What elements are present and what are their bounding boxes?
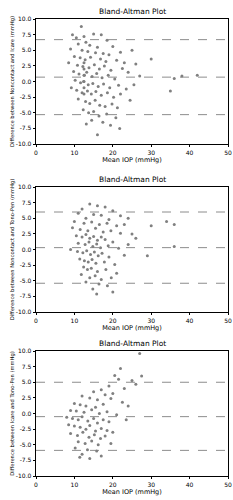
svg-text:40: 40 (186, 317, 194, 324)
svg-text:Bland-Altman Plot: Bland-Altman Plot (99, 175, 166, 184)
svg-text:-5.0: -5.0 (20, 441, 32, 448)
svg-text:20: 20 (109, 149, 117, 156)
svg-text:7.5: 7.5 (22, 363, 32, 370)
svg-text:-5.0: -5.0 (20, 109, 32, 116)
svg-text:-10.0: -10.0 (16, 308, 32, 315)
svg-text:0.0: 0.0 (22, 246, 32, 253)
svg-text:-10.0: -10.0 (16, 140, 32, 147)
svg-text:10: 10 (71, 317, 79, 324)
svg-text:50: 50 (224, 317, 232, 324)
svg-text:50: 50 (224, 149, 232, 156)
svg-text:2.5: 2.5 (22, 62, 32, 69)
svg-text:30: 30 (147, 149, 155, 156)
svg-text:40: 40 (186, 149, 194, 156)
svg-text:0: 0 (34, 481, 38, 488)
svg-text:7.5: 7.5 (22, 199, 32, 206)
svg-text:Mean IOP (mmHg): Mean IOP (mmHg) (102, 324, 162, 332)
svg-text:Difference between Icare and T: Difference between Icare and Tono-Pen (m… (9, 351, 16, 476)
svg-text:40: 40 (186, 481, 194, 488)
svg-text:10: 10 (71, 149, 79, 156)
svg-text:-10.0: -10.0 (16, 472, 32, 479)
svg-text:50: 50 (224, 481, 232, 488)
svg-text:2.5: 2.5 (22, 394, 32, 401)
svg-text:30: 30 (147, 317, 155, 324)
svg-text:5.0: 5.0 (22, 214, 32, 221)
svg-text:Difference between Noncontact: Difference between Noncontact and Tono-P… (9, 179, 16, 321)
svg-text:-7.5: -7.5 (20, 456, 32, 463)
svg-text:0.0: 0.0 (22, 78, 32, 85)
svg-text:20: 20 (109, 481, 117, 488)
svg-text:0.0: 0.0 (22, 410, 32, 417)
svg-text:0: 0 (34, 149, 38, 156)
svg-text:5.0: 5.0 (22, 46, 32, 53)
svg-text:Difference between Noncontact: Difference between Noncontact and Icare … (9, 16, 16, 147)
svg-text:-2.5: -2.5 (20, 425, 32, 432)
svg-text:10.0: 10.0 (18, 183, 32, 190)
svg-text:-7.5: -7.5 (20, 124, 32, 131)
svg-text:-2.5: -2.5 (20, 93, 32, 100)
svg-text:10.0: 10.0 (18, 347, 32, 354)
svg-text:10.0: 10.0 (18, 15, 32, 22)
svg-text:Mean IOP (mmHg): Mean IOP (mmHg) (102, 488, 162, 496)
svg-text:5.0: 5.0 (22, 378, 32, 385)
svg-text:-2.5: -2.5 (20, 261, 32, 268)
svg-text:7.5: 7.5 (22, 31, 32, 38)
svg-text:Bland-Altman Plot: Bland-Altman Plot (99, 339, 166, 348)
svg-text:Mean IOP (mmHg): Mean IOP (mmHg) (102, 156, 162, 164)
svg-text:30: 30 (147, 481, 155, 488)
svg-text:-7.5: -7.5 (20, 292, 32, 299)
svg-text:Bland-Altman Plot: Bland-Altman Plot (99, 7, 166, 16)
svg-text:-5.0: -5.0 (20, 277, 32, 284)
svg-text:10: 10 (71, 481, 79, 488)
svg-text:2.5: 2.5 (22, 230, 32, 237)
svg-text:0: 0 (34, 317, 38, 324)
svg-text:20: 20 (109, 317, 117, 324)
